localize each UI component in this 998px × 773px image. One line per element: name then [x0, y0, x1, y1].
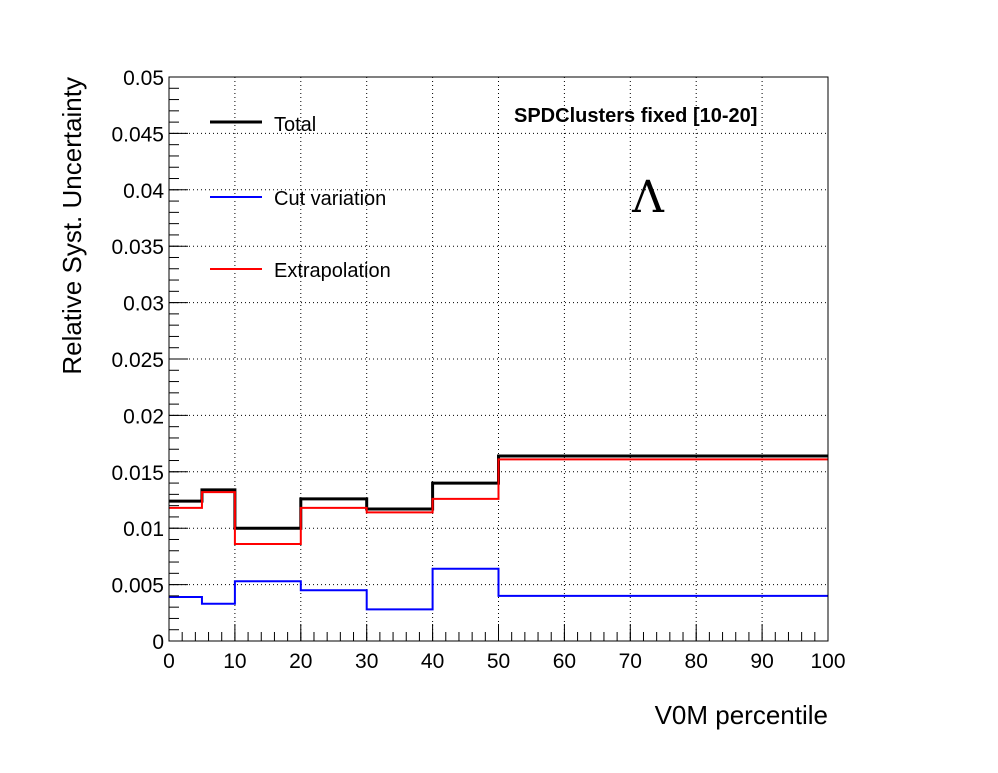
y-tick-label: 0 — [152, 631, 164, 654]
y-tick-label: 0.02 — [123, 405, 164, 428]
series-group — [169, 454, 828, 611]
x-tick-label: 0 — [163, 650, 175, 673]
x-axis-title: V0M percentile — [655, 700, 828, 730]
y-tick-label: 0.025 — [111, 349, 164, 372]
legend-label-cut-variation: Cut variation — [274, 188, 386, 210]
x-tick-label: 10 — [223, 650, 246, 673]
series-cut-variation-line — [169, 567, 828, 611]
x-tick-label: 80 — [685, 650, 708, 673]
x-tick-label: 90 — [750, 650, 773, 673]
series-total-line — [169, 454, 828, 530]
y-tick-label: 0.015 — [111, 462, 164, 485]
series-extrapolation-line — [169, 458, 828, 545]
legend-label-extrapolation: Extrapolation — [274, 260, 391, 282]
x-tick-label: 100 — [810, 650, 845, 673]
y-tick-label: 0.04 — [123, 180, 164, 203]
x-tick-label: 70 — [619, 650, 642, 673]
y-tick-label: 0.05 — [123, 67, 164, 90]
y-tick-label: 0.045 — [111, 123, 164, 146]
x-tick-label: 30 — [355, 650, 378, 673]
x-tick-label: 50 — [487, 650, 510, 673]
annotation-symbol: Λ — [631, 172, 665, 223]
x-tick-label: 40 — [421, 650, 444, 673]
tick-labels: 0 10 20 30 40 50 60 70 80 90 100 0 0.005 0.01 0.015 0.0… — [111, 67, 845, 673]
y-tick-label: 0.03 — [123, 293, 164, 316]
legend: Total Cut variation Extrapolation — [210, 114, 391, 282]
y-tick-label: 0.01 — [123, 518, 164, 541]
x-tick-label: 60 — [553, 650, 576, 673]
y-tick-label: 0.035 — [111, 236, 164, 259]
y-axis-title: Relative Syst. Uncertainty — [57, 77, 87, 375]
x-tick-label: 20 — [289, 650, 312, 673]
y-tick-label: 0.005 — [111, 575, 164, 598]
legend-label-total: Total — [274, 114, 316, 136]
annotation-label: SPDClusters fixed [10-20] — [514, 105, 757, 127]
axis-ticks — [168, 76, 829, 642]
